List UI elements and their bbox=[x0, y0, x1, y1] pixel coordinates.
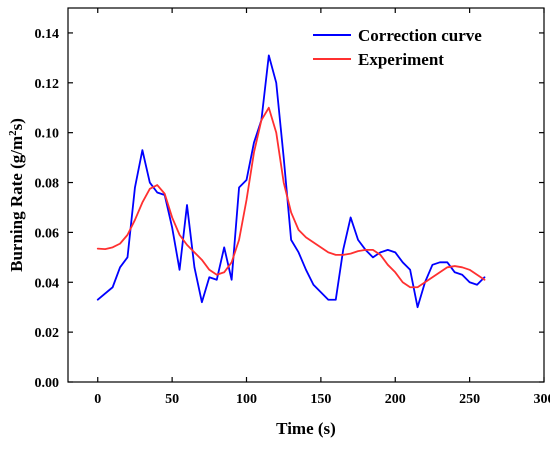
x-tick-label: 250 bbox=[459, 392, 480, 407]
legend-label-experiment: Experiment bbox=[358, 50, 444, 69]
x-tick-label: 50 bbox=[165, 392, 179, 407]
y-tick-label: 0.06 bbox=[35, 226, 60, 241]
y-axis-title-suffix: s) bbox=[7, 118, 26, 130]
x-tick-label: 0 bbox=[94, 392, 101, 407]
data-series bbox=[96, 54, 486, 309]
y-tick-label: 0.10 bbox=[35, 127, 60, 142]
plot-area-frame bbox=[67, 7, 545, 383]
y-axis-title: Burning Rate (g/m2s) bbox=[7, 118, 26, 272]
y-tick-label: 0.12 bbox=[35, 77, 60, 92]
x-axis-title: Time (s) bbox=[276, 419, 336, 438]
series-line-experiment bbox=[96, 106, 486, 289]
y-tick-label: 0.14 bbox=[35, 27, 60, 42]
series-line-correction-curve bbox=[96, 54, 486, 309]
y-axis-title-prefix: Burning Rate (g/m bbox=[7, 136, 26, 272]
y-tick-label: 0.04 bbox=[35, 276, 60, 291]
legend: Correction curve Experiment bbox=[313, 26, 482, 69]
axis-ticks: 0 50 100 150 200 250 300 0.00 0.02 0.04 0.06 0.08 0.… bbox=[35, 8, 550, 407]
y-tick-label: 0.00 bbox=[35, 376, 60, 391]
x-tick-label: 100 bbox=[236, 392, 257, 407]
y-tick-label: 0.02 bbox=[35, 326, 60, 341]
x-tick-label: 200 bbox=[385, 392, 406, 407]
x-tick-label: 150 bbox=[310, 392, 331, 407]
y-axis-title-superscript: 2 bbox=[7, 130, 19, 136]
y-tick-label: 0.08 bbox=[35, 177, 60, 192]
legend-label-correction-curve: Correction curve bbox=[358, 26, 482, 45]
x-tick-label: 300 bbox=[534, 392, 550, 407]
